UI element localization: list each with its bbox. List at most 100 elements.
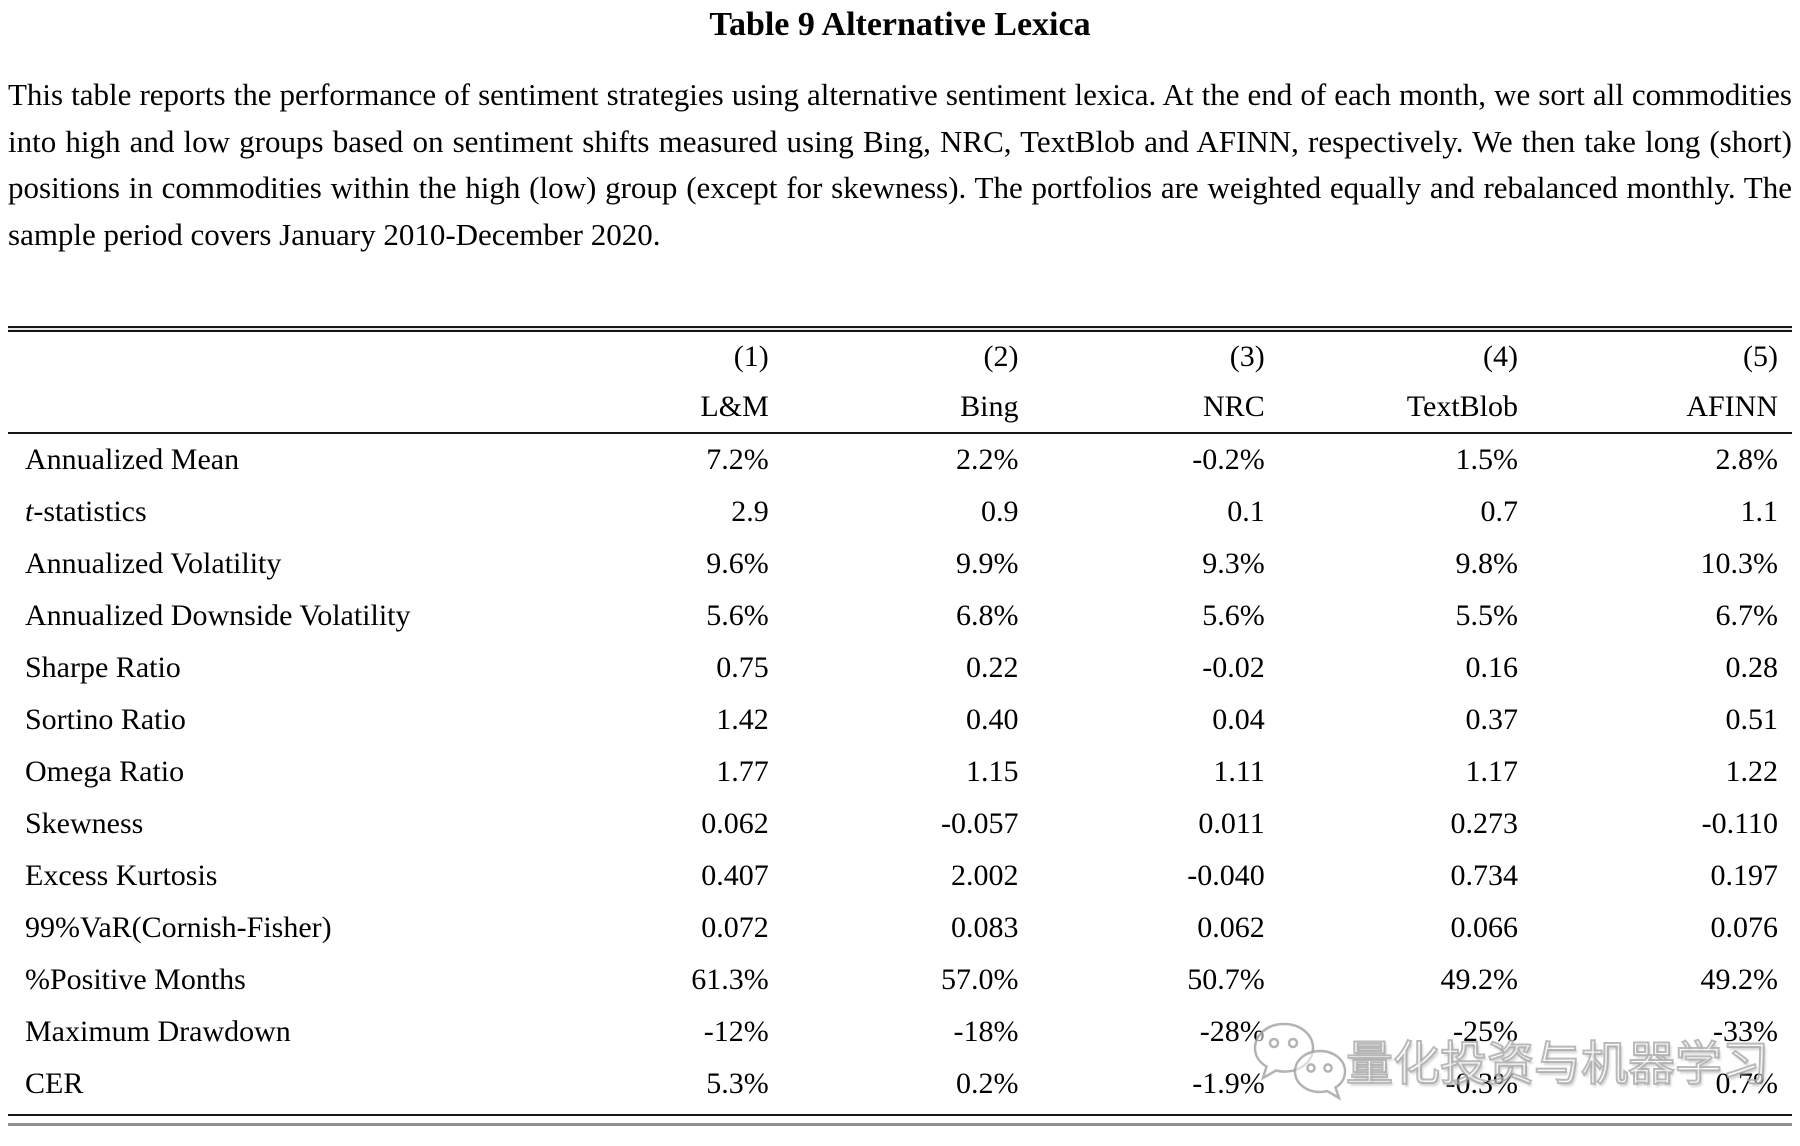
value-cell: 0.04 [1212,703,1265,736]
value-cell: 49.2% [1440,963,1519,996]
table-row: Annualized Volatility 9.6% 9.9% 9.3% 9.8% 10.… [8,538,1792,590]
column-name: L&M [520,382,770,434]
value-cell: -12% [703,1015,769,1048]
value-cell: 1.77 [716,755,769,788]
table-row: 99%VaR(Cornish-Fisher) 0.072 0.083 0.062 0.0… [8,902,1792,954]
row-label: Excess Kurtosis [25,859,218,892]
value-cell: 0.28 [1725,651,1779,684]
value-cell: 0.072 [701,911,769,944]
table-description: This table reports the performance of se… [8,77,1792,252]
value-cell: 6.8% [956,599,1019,632]
value-cell: 0.22 [966,651,1019,684]
row-label: Maximum Drawdown [25,1015,291,1048]
column-number: (5) [1743,340,1778,373]
row-label: Sharpe Ratio [25,651,181,684]
value-cell: -0.3% [1445,1067,1519,1100]
value-cell: 1.5% [1455,443,1519,476]
value-cell: 0.1 [1227,495,1265,528]
table-row: Excess Kurtosis 0.407 2.002 -0.040 0.734 0.19… [8,850,1792,902]
value-cell: 0.9 [981,495,1019,528]
value-cell: 9.8% [1455,547,1519,580]
row-label: 99%VaR(Cornish-Fisher) [25,911,332,944]
value-cell: 2.002 [951,859,1019,892]
column-name: NRC [1019,382,1266,434]
value-cell: -18% [953,1015,1019,1048]
row-label: Sortino Ratio [25,703,186,736]
row-label: Skewness [25,807,144,840]
value-cell: 1.42 [716,703,769,736]
row-label: CER [25,1067,84,1100]
value-cell: 0.40 [966,703,1019,736]
row-label: t-statistics [25,495,147,528]
value-cell: 2.8% [1715,443,1779,476]
row-label: Annualized Downside Volatility [25,599,411,632]
header-row-names: L&M Bing NRC TextBlob AFINN [8,382,1792,434]
value-cell: -1.9% [1192,1067,1265,1100]
value-cell: 1.11 [1213,755,1265,788]
value-cell: 0.066 [1450,911,1519,944]
table-row: Omega Ratio 1.77 1.15 1.11 1.17 1.22 [8,746,1792,798]
value-cell: 9.6% [706,547,769,580]
value-cell: 1.22 [1725,755,1779,788]
value-cell: 0.16 [1465,651,1519,684]
value-cell: 5.3% [706,1067,769,1100]
table-row: Annualized Mean 7.2% 2.2% -0.2% 1.5% 2.8% [8,433,1792,486]
value-cell: 5.6% [1202,599,1265,632]
value-cell: 0.273 [1450,807,1519,840]
row-label: %Positive Months [25,963,246,996]
column-number: (2) [983,340,1019,373]
bottom-rule [8,1114,1792,1126]
table-row: Skewness 0.062 -0.057 0.011 0.273 -0.110 [8,798,1792,850]
value-cell: 1.15 [966,755,1019,788]
value-cell: 0.2% [956,1067,1019,1100]
value-cell: 0.197 [1710,859,1779,892]
corner-cell [8,382,521,434]
results-table: (1) (2) (3) (4) (5) L&M Bing NRC TextBlob AFINN A… [8,332,1792,1110]
value-cell: 2.9 [731,495,769,528]
value-cell: 0.076 [1710,911,1779,944]
value-cell: 9.9% [956,547,1019,580]
value-cell: 0.7% [1715,1067,1779,1100]
table-row: Sharpe Ratio 0.75 0.22 -0.02 0.16 0.28 [8,642,1792,694]
table-row: Maximum Drawdown -12% -18% -28% -25% -33% [8,1006,1792,1058]
table-row: CER 5.3% 0.2% -1.9% -0.3% 0.7% [8,1058,1792,1110]
value-cell: 50.7% [1187,963,1265,996]
value-cell: 49.2% [1700,963,1779,996]
value-cell: 7.2% [706,443,769,476]
table-row: Sortino Ratio 1.42 0.40 0.04 0.37 0.51 [8,694,1792,746]
header-row-numbers: (1) (2) (3) (4) (5) [8,332,1792,382]
row-label: Omega Ratio [25,755,185,788]
row-label: Annualized Mean [25,443,240,476]
table-row: %Positive Months 61.3% 57.0% 50.7% 49.2% 49.2… [8,954,1792,1006]
value-cell: 0.062 [701,807,769,840]
value-cell: 1.1 [1740,495,1779,528]
value-cell: 57.0% [941,963,1019,996]
column-name: TextBlob [1265,382,1520,434]
value-cell: 0.75 [716,651,769,684]
value-cell: 0.734 [1450,859,1519,892]
value-cell: 0.011 [1198,807,1265,840]
column-number: (4) [1483,340,1519,373]
value-cell: 10.3% [1700,547,1779,580]
top-rule [8,326,1792,332]
value-cell: 9.3% [1202,547,1265,580]
value-cell: -0.02 [1202,651,1265,684]
value-cell: 0.37 [1465,703,1519,736]
value-cell: -0.057 [941,807,1019,840]
value-cell: -28% [1199,1015,1265,1048]
value-cell: 61.3% [691,963,769,996]
column-number: (1) [733,340,769,373]
table-area: (1) (2) (3) (4) (5) L&M Bing NRC TextBlob AFINN A… [8,326,1792,1110]
value-cell: 6.7% [1715,599,1779,632]
value-cell: 0.7 [1480,495,1519,528]
column-name: AFINN [1519,382,1792,434]
value-cell: -33% [1713,1015,1778,1048]
value-cell: -25% [1453,1015,1519,1048]
table-row: t-statistics 2.9 0.9 0.1 0.7 1.1 [8,486,1792,538]
value-cell: 2.2% [956,443,1019,476]
value-cell: -0.040 [1187,859,1265,892]
value-cell: 1.17 [1465,755,1519,788]
table-title: Table 9 Alternative Lexica [709,6,1091,43]
value-cell: 0.083 [951,911,1019,944]
